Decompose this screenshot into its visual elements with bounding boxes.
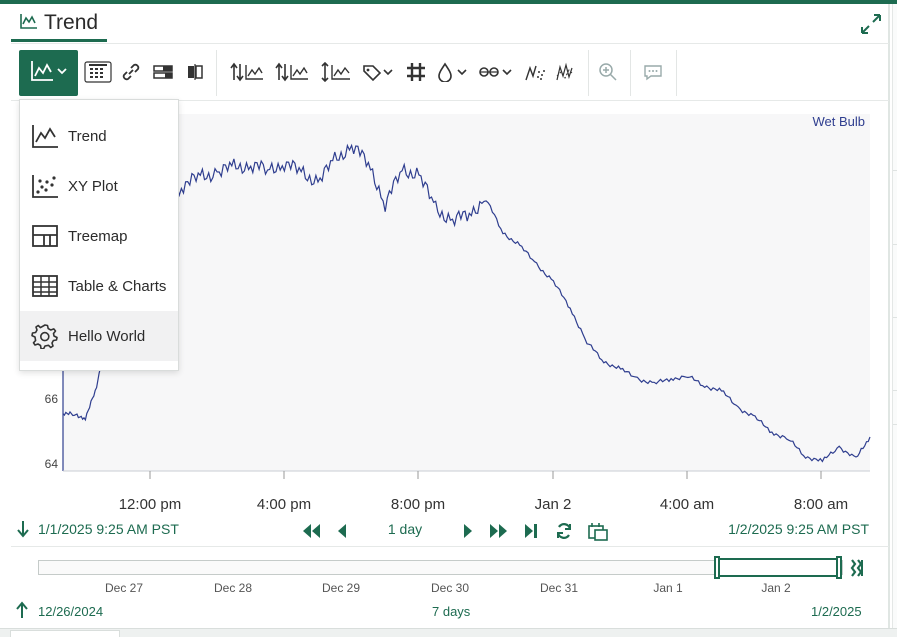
toolbar [11, 43, 889, 101]
x-tick-label: 4:00 pm [256, 496, 312, 513]
treemap-icon [31, 223, 59, 249]
step-back-icon[interactable] [335, 521, 349, 541]
scatter-dots-icon[interactable] [523, 60, 547, 84]
menu-item-label: Hello World [68, 327, 146, 345]
panel-frame [0, 4, 890, 632]
series-label: Wet Bulb [812, 114, 865, 129]
step-forward-far-icon[interactable] [488, 521, 510, 541]
investigate-range-bar[interactable] [38, 560, 843, 575]
customize-icon[interactable] [478, 60, 514, 84]
sort-lanes-icon[interactable] [230, 60, 264, 84]
menu-item-label: Treemap [68, 227, 128, 245]
table-icon [31, 273, 59, 299]
x-tick-label: 8:00 pm [390, 496, 446, 513]
overview-date-label: Dec 28 [213, 581, 253, 595]
view-selector-menu: Trend XY Plot Treemap Table & Charts Hel… [19, 99, 179, 371]
calendar-icon[interactable] [84, 60, 112, 84]
range-zoom-icon[interactable] [850, 559, 866, 582]
compare-icon[interactable] [183, 60, 207, 84]
expand-icon[interactable] [859, 12, 883, 36]
view-selector-button[interactable] [19, 50, 78, 96]
time-control-row: 1/1/2025 9:25 AM PST 1 day 1/2/2025 9:25… [11, 518, 889, 544]
y-tick-label: 66 [44, 392, 58, 406]
investigate-range-duration[interactable]: 7 days [432, 604, 471, 619]
comment-icon[interactable] [642, 60, 664, 84]
overview-date-label: Dec 30 [430, 581, 470, 595]
x-tick-label: Jan 2 [534, 496, 572, 513]
overview-date-label: Dec 29 [321, 581, 361, 595]
label-tag-icon[interactable] [362, 60, 394, 84]
display-duration[interactable]: 1 day [387, 521, 423, 537]
overview-date-label: Dec 31 [539, 581, 579, 595]
tab-trend[interactable]: Trend [11, 7, 107, 42]
menu-item-label: XY Plot [68, 177, 118, 195]
trend-chart-icon [31, 123, 59, 149]
menu-item-trend[interactable]: Trend [20, 111, 178, 161]
menu-item-table-charts[interactable]: Table & Charts [20, 261, 178, 311]
x-tick-label: 12:00 pm [118, 496, 182, 513]
axis-align-icon[interactable] [321, 60, 351, 84]
arrow-up-icon[interactable] [15, 601, 29, 624]
refresh-icon[interactable] [554, 521, 574, 541]
zoom-icon[interactable] [597, 60, 619, 84]
menu-item-hello-world[interactable]: Hello World [20, 311, 178, 361]
range-handle-right[interactable] [836, 556, 842, 579]
jump-to-now-icon[interactable] [523, 521, 539, 541]
next-panel-tab[interactable] [10, 630, 120, 637]
overview-date-label: Jan 2 [761, 581, 791, 595]
overview-date-label: Dec 27 [104, 581, 144, 595]
x-tick-label: 4:00 am [659, 496, 715, 513]
trend-chart-icon [29, 59, 69, 88]
overview-date-label: Jan 1 [653, 581, 683, 595]
step-back-far-icon[interactable] [300, 521, 322, 541]
bottom-edge [0, 628, 897, 637]
tab-title: Trend [44, 11, 99, 34]
sort-axes-icon[interactable] [275, 60, 309, 84]
menu-item-label: Trend [68, 127, 107, 145]
link-icon[interactable] [119, 60, 143, 84]
step-forward-icon[interactable] [461, 521, 475, 541]
menu-item-treemap[interactable]: Treemap [20, 211, 178, 261]
investigate-range-start[interactable]: 12/26/2024 [38, 604, 104, 619]
y-tick-label: 64 [44, 457, 58, 471]
scatter-plot-icon [31, 173, 59, 199]
chart-plot-area[interactable] [63, 114, 870, 471]
right-gutter [892, 4, 897, 637]
display-range-window[interactable] [716, 558, 842, 577]
investigate-range-end[interactable]: 1/2/2025 [811, 604, 862, 619]
calendar-range-icon[interactable] [586, 521, 610, 541]
x-tick-label: 8:00 am [793, 496, 849, 513]
window-top-strip [0, 0, 897, 4]
range-handle-left[interactable] [714, 556, 720, 579]
display-range-end[interactable]: 1/2/2025 9:25 AM PST [728, 521, 869, 537]
noise-icon[interactable] [553, 60, 577, 84]
trend-chart-icon [20, 13, 38, 34]
color-drop-icon[interactable] [436, 60, 468, 84]
display-range-start[interactable]: 1/1/2025 9:25 AM PST [38, 521, 179, 537]
dashboard-panels-icon[interactable] [151, 60, 175, 84]
gear-icon [31, 323, 59, 350]
divider [11, 546, 889, 547]
arrow-down-icon[interactable] [16, 520, 30, 543]
grid-icon[interactable] [406, 60, 426, 84]
menu-item-xy-plot[interactable]: XY Plot [20, 161, 178, 211]
menu-item-label: Table & Charts [68, 277, 167, 295]
